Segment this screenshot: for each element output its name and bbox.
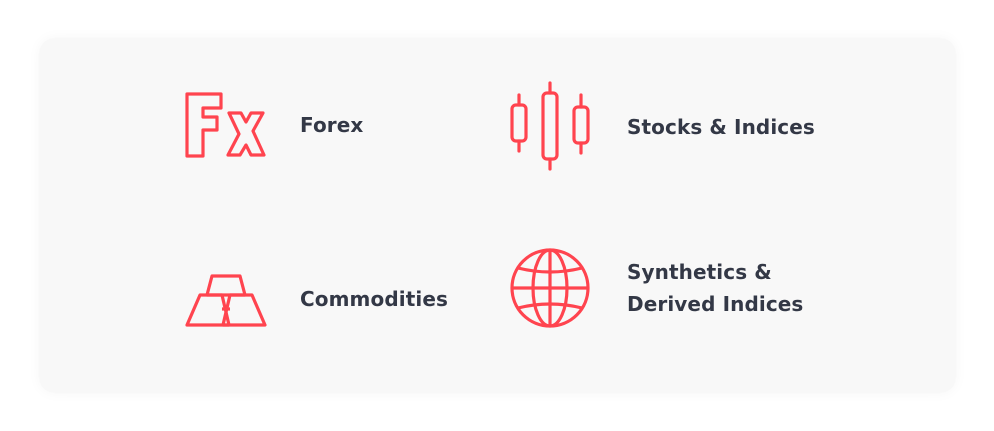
globe-icon bbox=[510, 248, 590, 328]
market-label-synthetics-line1: Synthetics & bbox=[627, 260, 772, 284]
market-label-commodities: Commodities bbox=[300, 287, 448, 311]
markets-card: Forex Stocks & Indices bbox=[40, 39, 955, 392]
market-item-forex: Forex bbox=[185, 89, 363, 161]
market-item-commodities: Commodities bbox=[185, 269, 448, 329]
gold-bars-icon bbox=[185, 274, 267, 327]
fx-icon bbox=[185, 92, 266, 158]
market-label-stocks-indices: Stocks & Indices bbox=[627, 115, 815, 139]
market-label-synthetics: Synthetics & Derived Indices bbox=[627, 256, 803, 320]
market-label-synthetics-line2: Derived Indices bbox=[627, 292, 804, 316]
market-item-synthetics: Synthetics & Derived Indices bbox=[508, 246, 803, 330]
candlestick-chart-icon bbox=[510, 81, 590, 171]
market-item-stocks-indices: Stocks & Indices bbox=[508, 81, 815, 173]
market-label-forex: Forex bbox=[300, 113, 364, 137]
